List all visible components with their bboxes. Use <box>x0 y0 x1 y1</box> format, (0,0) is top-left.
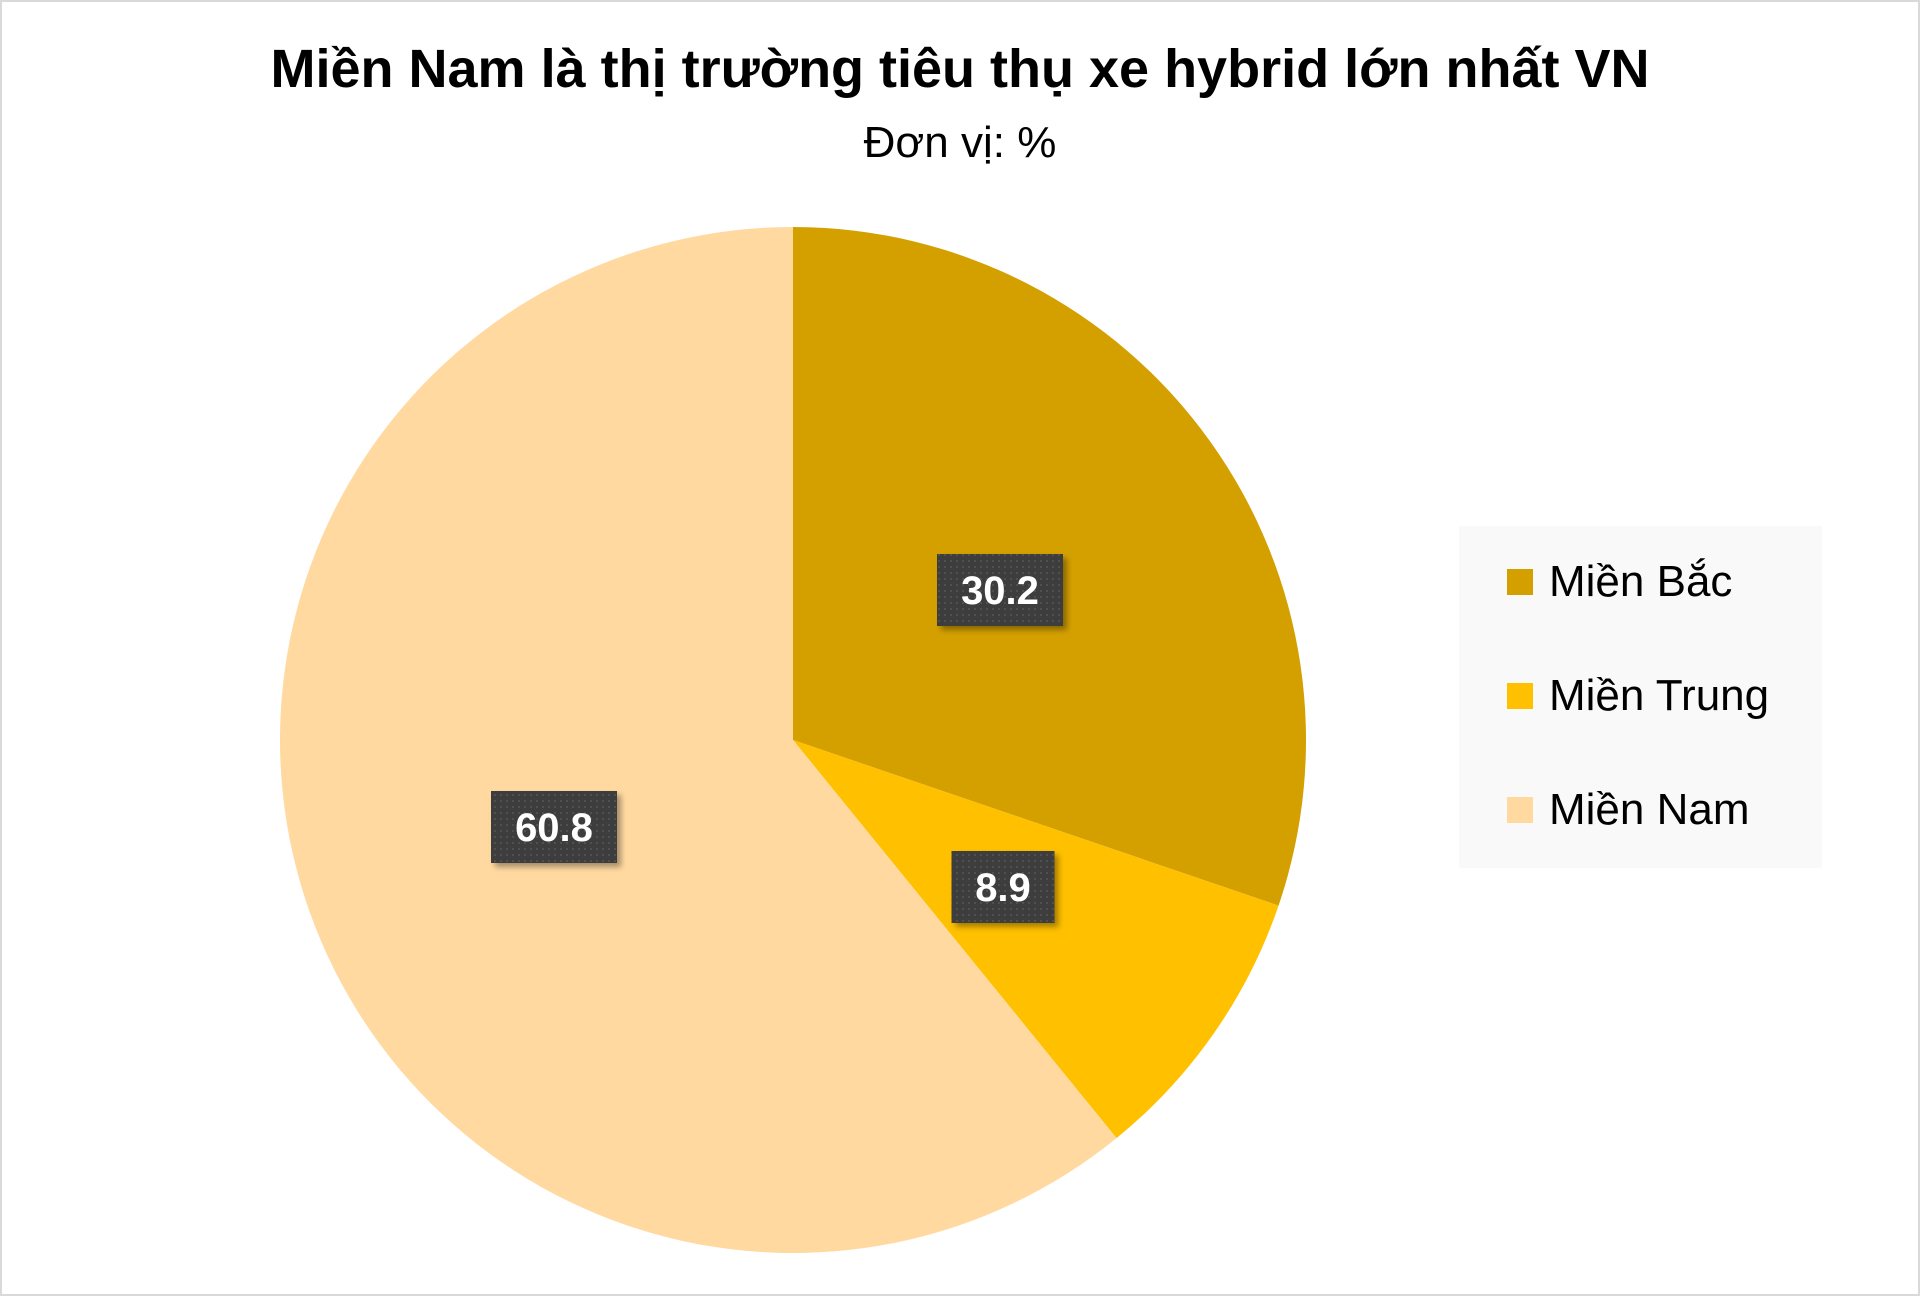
data-label-text: 8.9 <box>975 866 1031 910</box>
legend-label-mien-trung: Miền Trung <box>1549 671 1770 720</box>
legend-swatch-mien-trung <box>1507 683 1533 709</box>
data-label-box <box>951 851 1055 923</box>
data-label-mien-trung: 8.9 <box>951 851 1055 923</box>
data-label-text: 30.2 <box>961 569 1039 613</box>
legend: Miền Bắc Miền Trung Miền Nam <box>1459 526 1822 868</box>
data-label-text: 60.8 <box>515 806 593 850</box>
pie-data-labels: 30.2 8.9 60.8 <box>491 554 1063 923</box>
legend-swatch-mien-bac <box>1507 569 1533 595</box>
legend-item-mien-nam: Miền Nam <box>1507 780 1750 840</box>
pie-slice-mien-trung <box>793 740 1279 1139</box>
legend-label-mien-bac: Miền Bắc <box>1549 557 1733 606</box>
chart-title: Miền Nam là thị trường tiêu thụ xe hybri… <box>270 39 1650 99</box>
pie-slice-mien-nam <box>280 227 1117 1253</box>
chart-subtitle: Đơn vị: % <box>863 118 1057 167</box>
data-label-mien-nam: 60.8 <box>491 791 617 863</box>
data-label-box <box>491 791 617 863</box>
legend-swatch-mien-nam <box>1507 797 1533 823</box>
legend-item-mien-trung: Miền Trung <box>1507 666 1769 726</box>
legend-item-mien-bac: Miền Bắc <box>1507 552 1732 612</box>
data-label-mien-bac: 30.2 <box>937 554 1063 626</box>
pie-slices <box>280 227 1306 1253</box>
legend-label-mien-nam: Miền Nam <box>1549 785 1750 834</box>
data-label-box <box>937 554 1063 626</box>
